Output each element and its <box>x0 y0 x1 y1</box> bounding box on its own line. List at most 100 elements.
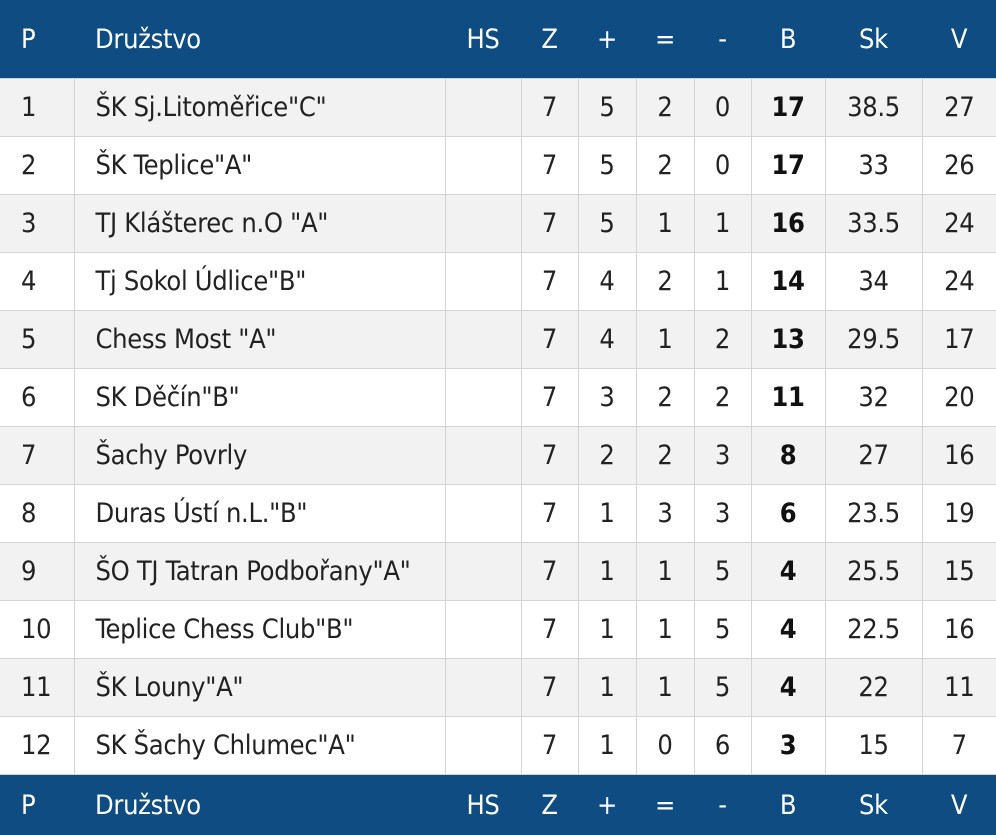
cell-losses: 3 <box>694 485 751 543</box>
cell-draws: 2 <box>636 427 694 485</box>
cell-losses: 0 <box>694 79 751 137</box>
cell-v: 16 <box>922 427 996 485</box>
footer-team: Družstvo <box>74 775 445 835</box>
cell-wins: 2 <box>578 427 636 485</box>
cell-team: TJ Klášterec n.O "A" <box>74 195 445 253</box>
header-v: V <box>922 0 996 79</box>
cell-team: Chess Most "A" <box>74 311 445 369</box>
cell-hs <box>445 369 521 427</box>
cell-points: 13 <box>751 311 825 369</box>
cell-points: 4 <box>751 659 825 717</box>
cell-games: 7 <box>521 311 578 369</box>
cell-points: 11 <box>751 369 825 427</box>
cell-wins: 4 <box>578 253 636 311</box>
header-games: Z <box>521 0 578 79</box>
cell-team: SK Děčín"B" <box>74 369 445 427</box>
cell-v: 11 <box>922 659 996 717</box>
cell-games: 7 <box>521 79 578 137</box>
footer-score: Sk <box>825 775 922 835</box>
cell-hs <box>445 311 521 369</box>
cell-team: SK Šachy Chlumec"A" <box>74 717 445 775</box>
cell-v: 16 <box>922 601 996 659</box>
cell-v: 24 <box>922 195 996 253</box>
cell-hs <box>445 543 521 601</box>
header-losses: - <box>694 0 751 79</box>
cell-games: 7 <box>521 195 578 253</box>
header-position: P <box>0 0 74 79</box>
cell-score: 38.5 <box>825 79 922 137</box>
cell-team: Šachy Povrly <box>74 427 445 485</box>
footer-position: P <box>0 775 74 835</box>
cell-hs <box>445 659 521 717</box>
cell-games: 7 <box>521 717 578 775</box>
cell-score: 23.5 <box>825 485 922 543</box>
cell-team: ŠK Teplice"A" <box>74 137 445 195</box>
cell-score: 22 <box>825 659 922 717</box>
cell-v: 26 <box>922 137 996 195</box>
cell-points: 3 <box>751 717 825 775</box>
cell-games: 7 <box>521 485 578 543</box>
cell-points: 17 <box>751 137 825 195</box>
cell-wins: 1 <box>578 717 636 775</box>
cell-position: 3 <box>0 195 74 253</box>
table-footer: P Družstvo HS Z + = - B Sk V <box>0 775 996 835</box>
cell-score: 15 <box>825 717 922 775</box>
cell-losses: 0 <box>694 137 751 195</box>
cell-draws: 1 <box>636 659 694 717</box>
cell-score: 29.5 <box>825 311 922 369</box>
cell-losses: 5 <box>694 601 751 659</box>
footer-points: B <box>751 775 825 835</box>
cell-position: 9 <box>0 543 74 601</box>
cell-team: ŠK Louny"A" <box>74 659 445 717</box>
cell-v: 7 <box>922 717 996 775</box>
footer-wins: + <box>578 775 636 835</box>
cell-points: 6 <box>751 485 825 543</box>
cell-games: 7 <box>521 427 578 485</box>
cell-score: 33.5 <box>825 195 922 253</box>
cell-hs <box>445 137 521 195</box>
cell-wins: 1 <box>578 543 636 601</box>
cell-draws: 1 <box>636 543 694 601</box>
cell-position: 11 <box>0 659 74 717</box>
cell-v: 19 <box>922 485 996 543</box>
cell-losses: 5 <box>694 543 751 601</box>
cell-losses: 1 <box>694 253 751 311</box>
footer-games: Z <box>521 775 578 835</box>
header-draws: = <box>636 0 694 79</box>
cell-wins: 4 <box>578 311 636 369</box>
cell-team: ŠK Sj.Litoměřice"C" <box>74 79 445 137</box>
cell-v: 15 <box>922 543 996 601</box>
cell-position: 4 <box>0 253 74 311</box>
cell-draws: 1 <box>636 311 694 369</box>
cell-losses: 3 <box>694 427 751 485</box>
cell-hs <box>445 485 521 543</box>
cell-draws: 2 <box>636 253 694 311</box>
cell-score: 32 <box>825 369 922 427</box>
cell-score: 34 <box>825 253 922 311</box>
cell-v: 27 <box>922 79 996 137</box>
cell-position: 12 <box>0 717 74 775</box>
footer-row: P Družstvo HS Z + = - B Sk V <box>0 775 996 835</box>
cell-team: Teplice Chess Club"B" <box>74 601 445 659</box>
cell-position: 8 <box>0 485 74 543</box>
cell-games: 7 <box>521 253 578 311</box>
header-hs: HS <box>445 0 521 79</box>
footer-hs: HS <box>445 775 521 835</box>
cell-points: 16 <box>751 195 825 253</box>
cell-position: 7 <box>0 427 74 485</box>
cell-points: 8 <box>751 427 825 485</box>
header-points: B <box>751 0 825 79</box>
cell-wins: 5 <box>578 137 636 195</box>
cell-losses: 1 <box>694 195 751 253</box>
